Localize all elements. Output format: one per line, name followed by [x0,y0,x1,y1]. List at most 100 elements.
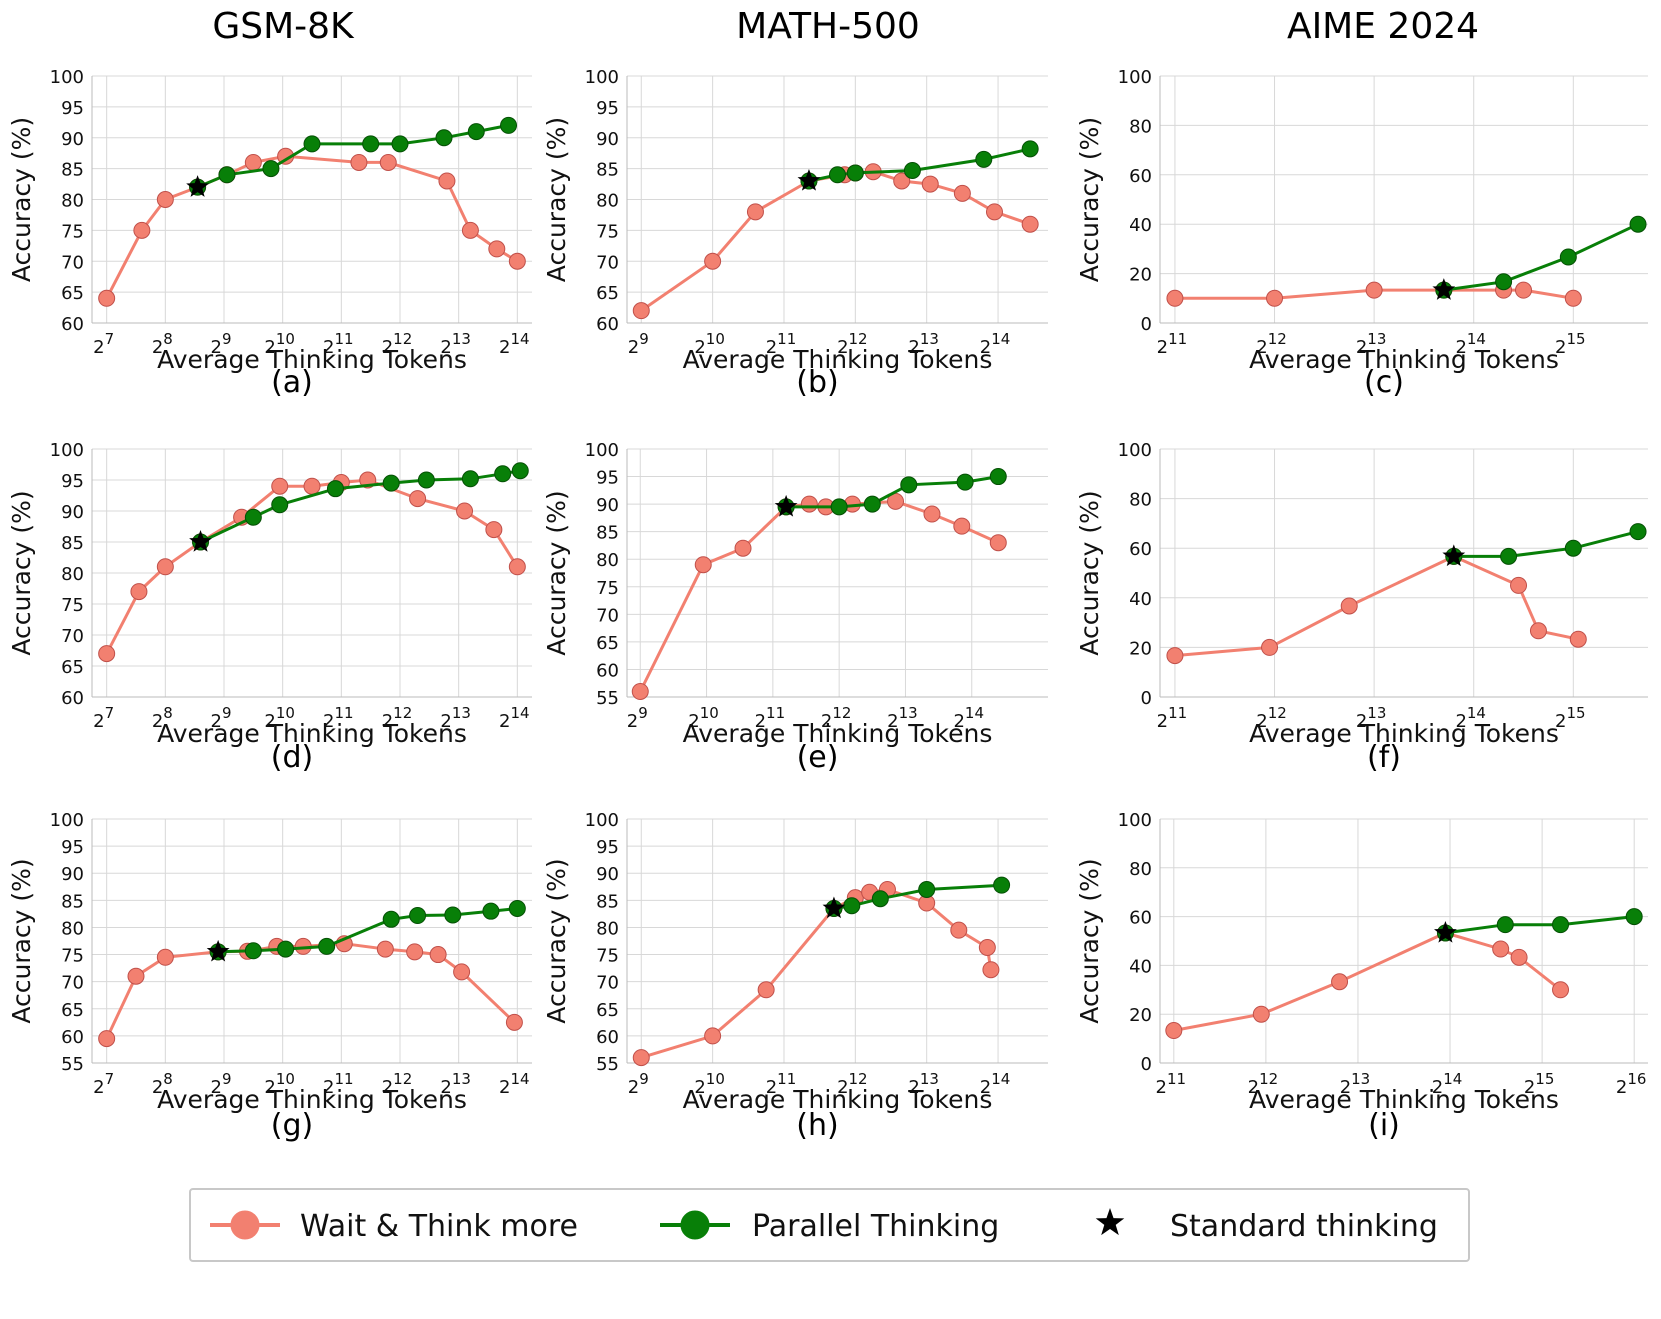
parallel-point [1629,523,1647,541]
y-tick-label: 90 [61,864,84,885]
y-tick-label: 60 [596,660,619,681]
y-tick-label: 80 [596,550,619,571]
y-axis-label: Accuracy (%) [542,117,571,282]
y-tick-label: 85 [61,533,84,554]
parallel-series-line [1453,530,1639,558]
x-tick-label: 210 [694,1070,725,1098]
x-tick-label: 211 [1156,1070,1187,1098]
parallel-point [903,161,921,179]
wait-point [508,558,526,576]
x-tick-label: 212 [382,704,413,732]
wait-point [1165,1022,1183,1040]
wait-point [923,505,941,523]
y-tick-label: 90 [596,129,619,150]
panel-b: 60 65 70 75 80 85 90 95 100 29 210 211 212 213 214Aver… [542,67,1048,400]
y-tick-label: 90 [596,864,619,885]
y-tick-label: 80 [1129,116,1152,137]
wait-series-line [105,154,519,299]
x-tick-label: 29 [211,330,232,358]
panel-label: (e) [797,740,839,775]
x-tick-label: 212 [382,1070,413,1098]
x-tick-label: 212 [821,704,852,732]
parallel-point [1495,273,1513,291]
x-tick-label: 212 [1256,330,1287,358]
x-axis-label: Average Thinking Tokens [157,719,467,748]
wait-point [734,539,752,557]
legend-wait-label: Wait & Think more [300,1209,578,1244]
x-tick-label: 212 [837,330,868,358]
wait-point [1252,1005,1270,1023]
wait-point [488,240,506,258]
y-tick-label: 80 [61,918,84,939]
wait-series-line [638,499,999,693]
x-tick-label: 29 [628,330,649,358]
y-axis-label: Accuracy (%) [7,858,36,1023]
y-tick-label: 75 [596,946,619,967]
panel-label: (b) [796,365,838,400]
x-tick-label: 213 [908,1070,939,1098]
parallel-point [993,876,1011,894]
y-tick-label: 95 [61,471,84,492]
y-tick-label: 100 [585,810,619,831]
legend-star-marker [1095,1208,1125,1236]
parallel-series-line [1443,222,1639,292]
x-axis-label: Average Thinking Tokens [1249,1085,1559,1114]
y-tick-label: 70 [61,252,84,273]
y-tick-label: 60 [1129,908,1152,929]
x-tick-label: 214 [499,704,530,732]
standard-thinking-star [1432,278,1456,300]
parallel-point [417,471,435,489]
y-axis-label: Accuracy (%) [1075,490,1104,655]
parallel-point [829,166,846,184]
y-tick-label: 75 [61,221,84,242]
wait-point [429,946,447,964]
panel-label: (g) [271,1108,313,1143]
y-tick-label: 65 [61,283,84,304]
panel-d: 60 65 70 75 80 85 90 95 100 27 28 29 210 211 212 213 214… [7,440,532,775]
wait-point [631,682,649,700]
parallel-point [1625,908,1643,926]
y-tick-label: 100 [1118,440,1152,461]
x-tick-label: 213 [440,1070,471,1098]
y-tick-label: 75 [61,595,84,616]
y-tick-label: 0 [1141,688,1152,709]
y-tick-label: 0 [1141,1054,1152,1075]
y-axis-label: Accuracy (%) [1075,117,1104,282]
x-tick-label: 213 [1356,330,1387,358]
y-tick-label: 60 [61,1027,84,1048]
parallel-point [863,495,881,513]
legend-item-standard: Standard thinking [1095,1208,1438,1244]
wait-point [350,153,368,171]
y-tick-label: 70 [61,626,84,647]
wait-point [379,153,397,171]
wait-point [1166,289,1184,307]
wait-point [461,221,479,239]
wait-point [1564,289,1582,307]
wait-point [409,490,427,508]
wait-point [632,302,650,320]
x-tick-label: 213 [440,330,471,358]
y-tick-label: 95 [61,837,84,858]
standard-thinking-star [189,530,212,552]
panel-g: 55 60 65 70 75 80 85 90 95 100 27 28 29 210 211 212 213 2… [7,810,532,1143]
parallel-point [461,470,479,488]
parallel-point [1500,547,1518,565]
parallel-point [500,116,518,134]
y-tick-label: 95 [596,468,619,489]
wait-point [156,191,174,208]
x-axis-label: Average Thinking Tokens [1249,719,1559,748]
x-tick-label: 213 [440,704,471,732]
wait-point [1365,281,1383,299]
y-tick-label: 80 [596,191,619,212]
wait-point [893,172,911,190]
y-tick-label: 75 [596,578,619,599]
x-tick-label: 211 [766,1070,797,1098]
y-tick-label: 85 [596,160,619,181]
standard-thinking-star [1434,920,1457,943]
wait-point [156,948,174,966]
wait-point [694,556,712,574]
parallel-point [218,166,236,184]
parallel-point [262,160,280,178]
panel-label: (i) [1368,1108,1400,1143]
wait-point [98,289,116,307]
